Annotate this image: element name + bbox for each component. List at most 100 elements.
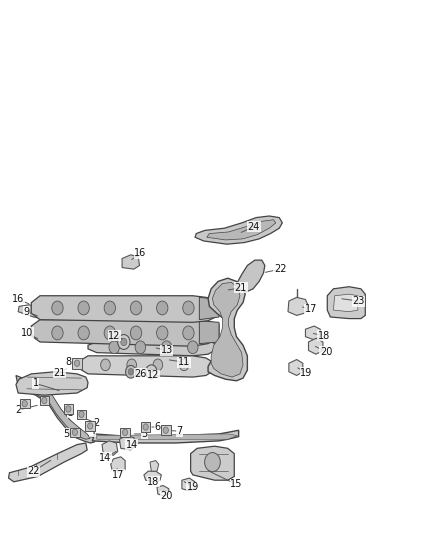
Polygon shape	[72, 358, 82, 368]
Text: 9: 9	[24, 306, 30, 317]
Circle shape	[127, 359, 137, 370]
Circle shape	[121, 338, 127, 346]
Circle shape	[101, 359, 110, 370]
Text: 18: 18	[318, 330, 330, 341]
Text: 1: 1	[32, 378, 39, 389]
Circle shape	[104, 326, 116, 340]
Text: 20: 20	[160, 491, 173, 501]
Text: 10: 10	[21, 328, 33, 338]
Text: 23: 23	[353, 296, 365, 306]
Text: 17: 17	[113, 470, 125, 480]
Text: 12: 12	[108, 330, 120, 341]
Polygon shape	[20, 399, 29, 408]
Text: 26: 26	[134, 369, 147, 379]
Polygon shape	[18, 305, 44, 319]
Circle shape	[66, 406, 71, 412]
Circle shape	[123, 429, 128, 435]
Text: 19: 19	[300, 368, 312, 378]
Polygon shape	[161, 425, 170, 435]
Polygon shape	[120, 427, 130, 437]
Polygon shape	[39, 395, 49, 405]
Circle shape	[52, 301, 63, 315]
Polygon shape	[327, 287, 365, 319]
Circle shape	[156, 301, 168, 315]
Polygon shape	[85, 421, 95, 431]
Text: 19: 19	[187, 482, 199, 492]
Circle shape	[52, 326, 63, 340]
Circle shape	[161, 341, 172, 354]
Polygon shape	[305, 326, 320, 340]
Text: 14: 14	[99, 453, 112, 463]
Circle shape	[72, 429, 78, 435]
Text: 4: 4	[89, 426, 95, 437]
Polygon shape	[333, 294, 358, 312]
Circle shape	[78, 301, 89, 315]
Polygon shape	[308, 338, 323, 354]
Polygon shape	[122, 255, 140, 269]
Polygon shape	[288, 297, 308, 316]
Circle shape	[79, 411, 84, 417]
Text: 6: 6	[155, 422, 161, 432]
Polygon shape	[16, 375, 95, 443]
Text: 5: 5	[141, 429, 148, 439]
Polygon shape	[97, 434, 237, 439]
Polygon shape	[211, 282, 243, 377]
Polygon shape	[9, 443, 87, 482]
Text: 22: 22	[274, 264, 286, 274]
Polygon shape	[92, 430, 239, 443]
Text: 5: 5	[63, 429, 69, 439]
Polygon shape	[64, 404, 73, 414]
Polygon shape	[199, 297, 219, 320]
Text: 14: 14	[126, 440, 138, 450]
Circle shape	[22, 400, 27, 407]
Circle shape	[78, 326, 89, 340]
Circle shape	[156, 326, 168, 340]
Text: 20: 20	[320, 346, 332, 357]
Circle shape	[126, 366, 136, 378]
Circle shape	[205, 453, 220, 472]
Text: 21: 21	[235, 283, 247, 293]
Text: 15: 15	[230, 480, 243, 489]
Text: 22: 22	[27, 466, 40, 476]
Text: 7: 7	[177, 426, 183, 437]
Polygon shape	[111, 457, 125, 471]
Circle shape	[109, 341, 120, 354]
Text: 2: 2	[94, 418, 100, 429]
Circle shape	[163, 427, 168, 433]
Polygon shape	[31, 296, 219, 322]
Circle shape	[131, 301, 142, 315]
Polygon shape	[88, 338, 215, 356]
Polygon shape	[141, 422, 150, 432]
Polygon shape	[150, 461, 159, 471]
Circle shape	[131, 326, 142, 340]
Polygon shape	[157, 486, 169, 496]
Text: 3: 3	[67, 408, 74, 418]
Text: 8: 8	[65, 357, 71, 367]
Circle shape	[146, 365, 157, 378]
Polygon shape	[195, 216, 283, 244]
Circle shape	[42, 397, 47, 403]
Polygon shape	[16, 372, 88, 395]
Text: 16: 16	[12, 294, 24, 304]
Polygon shape	[182, 478, 195, 491]
Text: 11: 11	[178, 357, 190, 367]
Text: 24: 24	[248, 222, 260, 232]
Text: 13: 13	[160, 345, 173, 356]
Circle shape	[128, 368, 134, 375]
Polygon shape	[102, 441, 118, 455]
Text: 17: 17	[304, 304, 317, 314]
Polygon shape	[77, 409, 86, 419]
Polygon shape	[208, 278, 247, 381]
Polygon shape	[207, 220, 276, 240]
Text: 12: 12	[147, 370, 160, 381]
Circle shape	[74, 360, 80, 367]
Polygon shape	[70, 427, 80, 437]
Circle shape	[135, 341, 146, 354]
Circle shape	[179, 359, 189, 370]
Circle shape	[143, 424, 148, 430]
Circle shape	[88, 423, 93, 429]
Text: 18: 18	[147, 477, 159, 487]
Polygon shape	[120, 435, 135, 450]
Circle shape	[118, 335, 130, 350]
Polygon shape	[79, 356, 215, 377]
